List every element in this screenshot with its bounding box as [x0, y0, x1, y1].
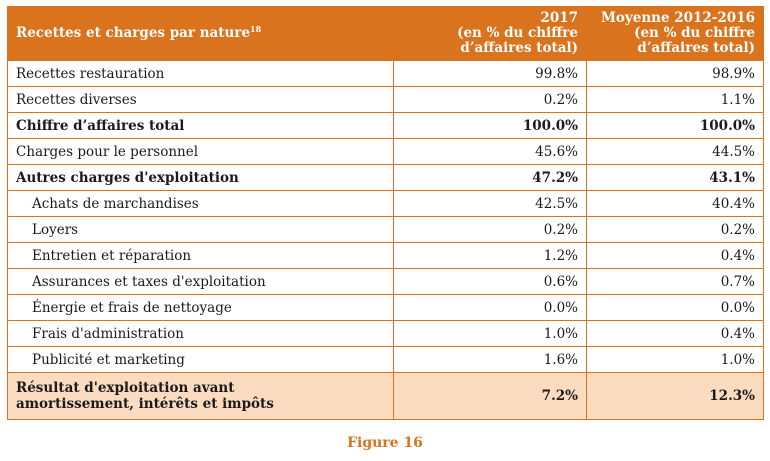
- result-label-line: amortissement, intérêts et impôts: [16, 396, 274, 412]
- figure-caption: Figure 16: [347, 435, 423, 451]
- row-label: Recettes restauration: [7, 60, 394, 87]
- row-value-2017: 0.0%: [393, 294, 587, 321]
- row-label: Loyers: [7, 216, 394, 243]
- header-average-line: (en % du chiffre: [634, 25, 755, 41]
- header-average-line: d’affaires total): [637, 40, 755, 56]
- row-value-2017: 1.6%: [393, 346, 587, 373]
- row-value-average: 0.0%: [586, 294, 764, 321]
- header-2017: 2017 (en % du chiffre d’affaires total): [393, 6, 587, 61]
- result-value-2017: 7.2%: [393, 372, 587, 420]
- result-value-average: 12.3%: [586, 372, 764, 420]
- header-2017-line: (en % du chiffre: [457, 25, 578, 41]
- header-label: Recettes et charges par nature18: [7, 6, 394, 61]
- financial-table-container: Recettes et charges par nature18 2017 (e…: [7, 6, 764, 420]
- row-label: Frais d'administration: [7, 320, 394, 347]
- row-label: Énergie et frais de nettoyage: [7, 294, 394, 321]
- row-value-average: 100.0%: [586, 112, 764, 139]
- header-2017-line: 2017: [540, 10, 578, 26]
- table-row: Assurances et taxes d'exploitation 0.6% …: [7, 268, 764, 295]
- table-row: Recettes restauration 99.8% 98.9%: [7, 60, 764, 87]
- header-label-text: Recettes et charges par nature: [16, 25, 251, 41]
- header-footnote: 18: [250, 24, 262, 34]
- row-value-average: 98.9%: [586, 60, 764, 87]
- result-label-line: Résultat d'exploitation avant: [16, 380, 235, 396]
- table-header-row: Recettes et charges par nature18 2017 (e…: [7, 6, 764, 61]
- row-value-average: 1.1%: [586, 86, 764, 113]
- table-row: Loyers 0.2% 0.2%: [7, 216, 764, 243]
- row-label: Chiffre d’affaires total: [7, 112, 394, 139]
- row-value-2017: 47.2%: [393, 164, 587, 191]
- row-label: Assurances et taxes d'exploitation: [7, 268, 394, 295]
- row-value-average: 0.2%: [586, 216, 764, 243]
- row-value-average: 1.0%: [586, 346, 764, 373]
- header-2017-line: d’affaires total): [460, 40, 578, 56]
- header-average-line: Moyenne 2012-2016: [600, 10, 755, 26]
- row-value-average: 40.4%: [586, 190, 764, 217]
- row-value-2017: 100.0%: [393, 112, 587, 139]
- row-value-average: 43.1%: [586, 164, 764, 191]
- row-value-2017: 45.6%: [393, 138, 587, 165]
- table-row-total: Chiffre d’affaires total 100.0% 100.0%: [7, 112, 764, 139]
- row-label: Publicité et marketing: [7, 346, 394, 373]
- row-label: Charges pour le personnel: [7, 138, 394, 165]
- table-row-result: Résultat d'exploitation avant amortissem…: [7, 372, 764, 420]
- table-row: Énergie et frais de nettoyage 0.0% 0.0%: [7, 294, 764, 321]
- row-value-2017: 1.0%: [393, 320, 587, 347]
- row-value-2017: 42.5%: [393, 190, 587, 217]
- table-row-group: Autres charges d'exploitation 47.2% 43.1…: [7, 164, 764, 191]
- table-row: Recettes diverses 0.2% 1.1%: [7, 86, 764, 113]
- row-value-average: 0.7%: [586, 268, 764, 295]
- row-label: Autres charges d'exploitation: [7, 164, 394, 191]
- row-value-2017: 1.2%: [393, 242, 587, 269]
- row-label: Achats de marchandises: [7, 190, 394, 217]
- header-average: Moyenne 2012-2016 (en % du chiffre d’aff…: [586, 6, 764, 61]
- table-row: Frais d'administration 1.0% 0.4%: [7, 320, 764, 347]
- row-value-average: 0.4%: [586, 242, 764, 269]
- row-label: Recettes diverses: [7, 86, 394, 113]
- row-value-average: 0.4%: [586, 320, 764, 347]
- row-value-2017: 0.2%: [393, 86, 587, 113]
- result-label: Résultat d'exploitation avant amortissem…: [7, 372, 394, 420]
- table-row: Publicité et marketing 1.6% 1.0%: [7, 346, 764, 373]
- table-row: Charges pour le personnel 45.6% 44.5%: [7, 138, 764, 165]
- revenue-charges-table: Recettes et charges par nature18 2017 (e…: [7, 6, 764, 420]
- row-value-2017: 99.8%: [393, 60, 587, 87]
- table-row: Achats de marchandises 42.5% 40.4%: [7, 190, 764, 217]
- row-value-2017: 0.6%: [393, 268, 587, 295]
- row-value-2017: 0.2%: [393, 216, 587, 243]
- row-label: Entretien et réparation: [7, 242, 394, 269]
- row-value-average: 44.5%: [586, 138, 764, 165]
- table-row: Entretien et réparation 1.2% 0.4%: [7, 242, 764, 269]
